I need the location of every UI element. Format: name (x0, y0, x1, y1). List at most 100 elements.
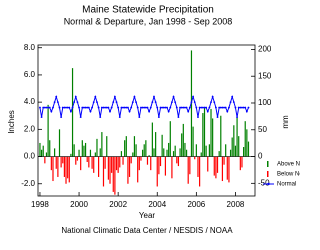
bar (76, 156, 79, 161)
chart: Maine Statewide Precipitation Normal & D… (0, 0, 316, 245)
bar (132, 152, 134, 157)
normal-point (190, 101, 193, 104)
bar (223, 156, 225, 165)
bar (155, 132, 157, 157)
bar (135, 144, 137, 157)
bar (195, 144, 197, 157)
normal-point (195, 106, 198, 109)
x-tick-label: 2002 (109, 200, 127, 209)
normal-point (141, 106, 144, 109)
bar (45, 152, 48, 157)
bar (212, 118, 214, 157)
bar (179, 148, 181, 157)
bar (96, 138, 98, 157)
normal-point (239, 106, 242, 109)
normal-point (83, 106, 85, 109)
bar (52, 156, 54, 182)
y2-tick-label: 100 (258, 98, 272, 107)
normal-point (112, 101, 115, 104)
normal-point (234, 106, 237, 109)
normal-point (215, 106, 217, 109)
normal-point (245, 110, 248, 113)
normal-point (74, 95, 77, 98)
normal-point (47, 106, 50, 109)
y2-tick-label: 0 (258, 152, 263, 161)
normal-point (63, 106, 66, 109)
normal-point (154, 101, 157, 104)
bar (80, 156, 82, 171)
bar (101, 132, 103, 157)
bar (39, 142, 41, 157)
normal-point (157, 116, 160, 118)
bar (47, 104, 49, 157)
normal-point (164, 106, 167, 109)
normal-point (201, 106, 204, 109)
normal-point (61, 106, 64, 109)
normal-point (105, 106, 108, 109)
y-axis-label: Inches (7, 110, 16, 134)
bar (102, 156, 105, 187)
normal-point (50, 110, 53, 113)
bar (68, 156, 70, 183)
bar (130, 156, 132, 164)
bar (207, 156, 209, 172)
bar (194, 156, 196, 160)
normal-point (125, 106, 128, 109)
normal-point (208, 106, 211, 109)
bar (40, 149, 43, 157)
bar (182, 123, 184, 157)
normal-point (100, 106, 103, 109)
normal-point (97, 106, 100, 109)
bar (143, 144, 145, 157)
bar (228, 156, 230, 183)
y2-tick-label: -50 (258, 178, 270, 187)
bar (141, 149, 144, 157)
bar (246, 129, 248, 157)
normal-point (193, 101, 196, 104)
bar (106, 136, 108, 157)
background (0, 0, 300, 245)
bar (244, 121, 246, 157)
bar (181, 133, 183, 157)
bar (241, 156, 243, 168)
bar (146, 156, 149, 165)
bar (238, 136, 240, 157)
bar (234, 145, 237, 157)
bar (122, 156, 124, 165)
normal-point (71, 106, 74, 109)
bar (111, 156, 113, 173)
normal-point (68, 106, 71, 109)
normal-point (247, 106, 250, 109)
normal-point (188, 106, 191, 109)
normal-point (232, 101, 235, 104)
bar (73, 144, 75, 157)
normal-point (182, 106, 185, 109)
normal-point (115, 101, 118, 104)
normal-point (174, 101, 177, 104)
bar (54, 148, 56, 157)
normal-point (237, 106, 240, 109)
legend-label: Above Normal (277, 162, 300, 168)
normal-point (76, 101, 79, 104)
bar (119, 156, 121, 168)
bar (158, 156, 160, 175)
bar (94, 152, 96, 157)
bar (57, 156, 59, 177)
chart-subtitle: Normal & Departure, Jan 1998 - Sep 2008 (64, 16, 233, 26)
bar (89, 149, 92, 157)
bar (71, 68, 74, 157)
bar (172, 151, 175, 157)
bar (236, 117, 238, 157)
bar (176, 156, 178, 164)
normal-point (229, 101, 232, 104)
normal-point (242, 106, 245, 109)
normal-point (144, 106, 147, 109)
bar (148, 155, 150, 157)
normal-point (136, 106, 139, 109)
normal-point (86, 106, 89, 109)
normal-point (228, 106, 230, 109)
bar (213, 156, 215, 176)
normal-point (169, 106, 172, 109)
bar (75, 156, 77, 165)
normal-point (203, 106, 206, 109)
